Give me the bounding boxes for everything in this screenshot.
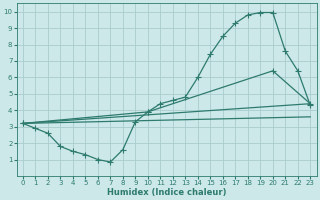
X-axis label: Humidex (Indice chaleur): Humidex (Indice chaleur) xyxy=(107,188,226,197)
